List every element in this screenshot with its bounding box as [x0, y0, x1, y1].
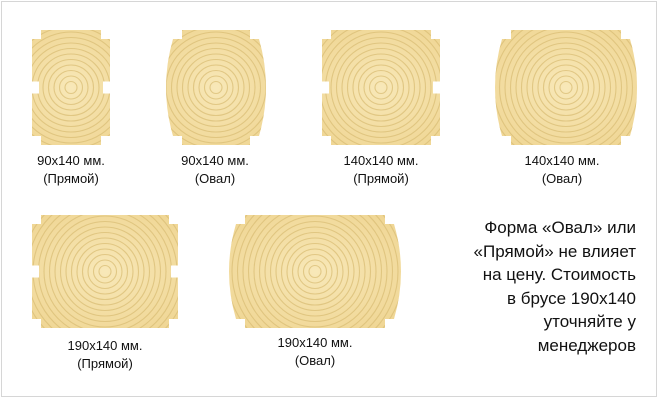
price-note-line: «Прямой» не влияет [473, 241, 636, 261]
profile-size-label: 190x140 мм. [277, 335, 353, 350]
profile-140-oval-caption: 140x140 мм. (Овал) [502, 152, 622, 188]
profile-shape-label: (Овал) [294, 353, 336, 368]
profile-size-label: 90x140 мм. [37, 153, 105, 168]
profile-140-oval-image [495, 30, 637, 145]
profile-190-oval-image [229, 215, 401, 328]
profile-190-straight-image [32, 215, 178, 328]
profile-90-straight-caption: 90x140 мм. (Прямой) [21, 152, 121, 188]
profile-90-oval-image [166, 30, 266, 145]
price-note-line: Форма «Овал» или [484, 218, 636, 237]
profile-190-straight-caption: 190x140 мм. (Прямой) [40, 337, 170, 373]
profile-shape-label: (Овал) [194, 171, 236, 186]
price-note: Форма «Овал» или «Прямой» не влияет на ц… [422, 216, 636, 357]
profile-size-label: 140x140 мм. [524, 153, 600, 168]
profile-90-oval-caption: 90x140 мм. (Овал) [165, 152, 265, 188]
profile-size-label: 140x140 мм. [343, 153, 419, 168]
profile-140-straight-image [322, 30, 440, 145]
profile-190-oval-caption: 190x140 мм. (Овал) [250, 334, 380, 370]
price-note-line: в брусе 190x140 [507, 288, 636, 308]
price-note-line: на цену. Стоимость [482, 265, 636, 284]
profile-140-straight-caption: 140x140 мм. (Прямой) [322, 152, 440, 188]
profile-90-straight-image [32, 30, 110, 145]
profile-size-label: 90x140 мм. [181, 153, 249, 168]
price-note-line: менеджеров [537, 335, 636, 355]
profile-size-label: 190x140 мм. [67, 338, 143, 353]
profile-shape-label: (Овал) [541, 171, 583, 186]
profile-shape-label: (Прямой) [77, 356, 133, 371]
profile-shape-label: (Прямой) [353, 171, 409, 186]
profile-shape-label: (Прямой) [43, 171, 99, 186]
price-note-line: уточняйте у [543, 312, 636, 331]
